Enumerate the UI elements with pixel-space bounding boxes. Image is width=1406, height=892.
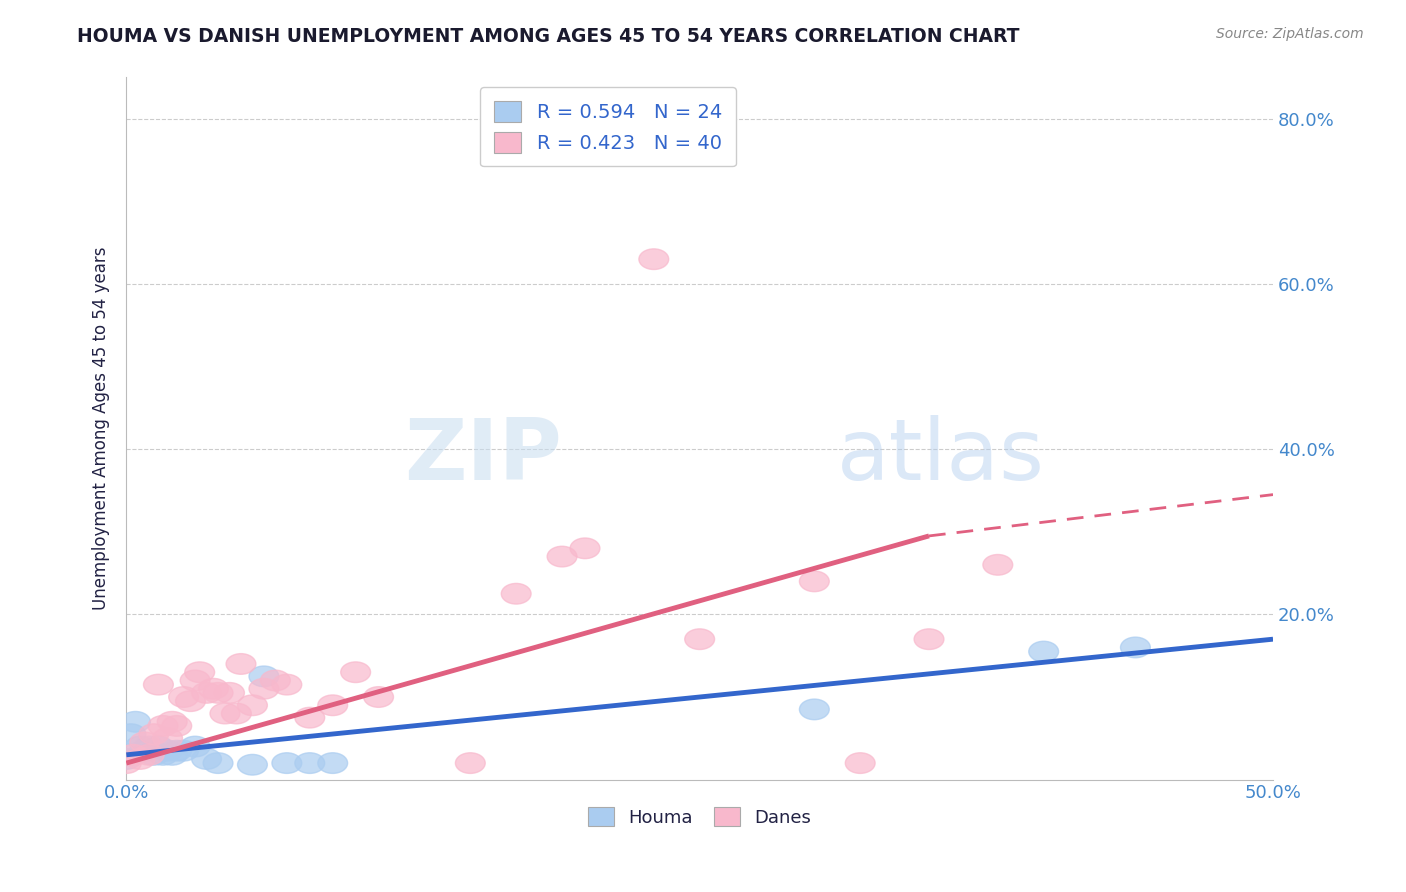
Ellipse shape xyxy=(118,745,148,765)
Ellipse shape xyxy=(169,687,198,707)
Ellipse shape xyxy=(180,670,209,690)
Ellipse shape xyxy=(125,736,155,757)
Ellipse shape xyxy=(202,682,233,703)
Ellipse shape xyxy=(129,740,159,761)
Ellipse shape xyxy=(318,695,347,715)
Y-axis label: Unemployment Among Ages 45 to 54 years: Unemployment Among Ages 45 to 54 years xyxy=(93,247,110,610)
Ellipse shape xyxy=(295,753,325,773)
Ellipse shape xyxy=(143,674,173,695)
Ellipse shape xyxy=(139,745,169,765)
Ellipse shape xyxy=(125,748,155,769)
Ellipse shape xyxy=(983,555,1012,575)
Ellipse shape xyxy=(191,748,222,769)
Ellipse shape xyxy=(148,715,179,736)
Text: atlas: atlas xyxy=(837,415,1045,498)
Ellipse shape xyxy=(638,249,669,269)
Ellipse shape xyxy=(238,755,267,775)
Ellipse shape xyxy=(238,695,267,715)
Ellipse shape xyxy=(340,662,371,682)
Ellipse shape xyxy=(271,674,302,695)
Ellipse shape xyxy=(502,583,531,604)
Ellipse shape xyxy=(547,546,576,567)
Ellipse shape xyxy=(143,736,173,757)
Ellipse shape xyxy=(800,571,830,591)
Text: Source: ZipAtlas.com: Source: ZipAtlas.com xyxy=(1216,27,1364,41)
Ellipse shape xyxy=(157,712,187,732)
Ellipse shape xyxy=(129,732,159,753)
Ellipse shape xyxy=(249,666,278,687)
Ellipse shape xyxy=(153,728,183,748)
Ellipse shape xyxy=(914,629,943,649)
Ellipse shape xyxy=(191,682,222,703)
Ellipse shape xyxy=(800,699,830,720)
Ellipse shape xyxy=(845,753,875,773)
Ellipse shape xyxy=(1029,641,1059,662)
Ellipse shape xyxy=(121,712,150,732)
Ellipse shape xyxy=(295,707,325,728)
Ellipse shape xyxy=(111,753,141,773)
Ellipse shape xyxy=(184,662,215,682)
Ellipse shape xyxy=(153,740,183,761)
Text: HOUMA VS DANISH UNEMPLOYMENT AMONG AGES 45 TO 54 YEARS CORRELATION CHART: HOUMA VS DANISH UNEMPLOYMENT AMONG AGES … xyxy=(77,27,1019,45)
Ellipse shape xyxy=(169,740,198,761)
Ellipse shape xyxy=(198,679,228,699)
Ellipse shape xyxy=(157,745,187,765)
Legend: Houma, Danes: Houma, Danes xyxy=(581,799,818,834)
Ellipse shape xyxy=(162,740,191,761)
Text: ZIP: ZIP xyxy=(405,415,562,498)
Ellipse shape xyxy=(180,736,209,757)
Ellipse shape xyxy=(215,682,245,703)
Ellipse shape xyxy=(1121,637,1150,657)
Ellipse shape xyxy=(318,753,347,773)
Ellipse shape xyxy=(249,679,278,699)
Ellipse shape xyxy=(111,748,141,769)
Ellipse shape xyxy=(135,745,165,765)
Ellipse shape xyxy=(685,629,714,649)
Ellipse shape xyxy=(456,753,485,773)
Ellipse shape xyxy=(569,538,600,558)
Ellipse shape xyxy=(162,715,191,736)
Ellipse shape xyxy=(209,703,240,723)
Ellipse shape xyxy=(139,723,169,745)
Ellipse shape xyxy=(202,753,233,773)
Ellipse shape xyxy=(135,736,165,757)
Ellipse shape xyxy=(226,654,256,674)
Ellipse shape xyxy=(148,745,179,765)
Ellipse shape xyxy=(364,687,394,707)
Ellipse shape xyxy=(115,723,146,745)
Ellipse shape xyxy=(271,753,302,773)
Ellipse shape xyxy=(260,670,290,690)
Ellipse shape xyxy=(222,703,252,723)
Ellipse shape xyxy=(176,690,205,712)
